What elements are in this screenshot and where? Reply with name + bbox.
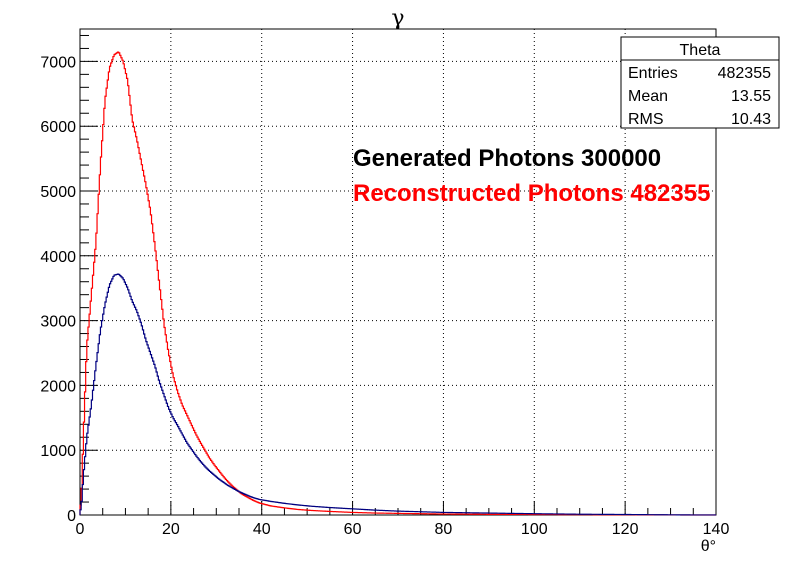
x-tick-label: 140 [703,521,730,538]
x-tick-label: 20 [162,521,180,538]
stats-rms-label: RMS [628,111,664,128]
x-tick-label: 120 [612,521,639,538]
stats-box: Theta Entries 482355 Mean 13.55 RMS 10.4… [620,36,780,129]
y-tick-label: 3000 [40,314,76,331]
x-tick-label: 40 [253,521,271,538]
y-tick-label: 6000 [40,119,76,136]
series-line-1 [79,273,716,516]
y-tick-label: 2000 [40,378,76,395]
axis-ticks: 0 20 40 60 80 100 120 140 0 1000 2000 3000 4000 5000 6… [40,34,730,538]
stats-rms-value: 10.43 [731,111,771,128]
stats-entries-label: Entries [628,65,678,82]
x-tick-label: 0 [76,521,85,538]
annotation-reconstructed-photons: Reconstructed Photons 482355 [353,180,710,207]
stats-mean-label: Mean [628,88,668,105]
x-axis-label: θ° [701,538,716,555]
y-tick-label: 0 [67,508,76,525]
y-tick-label: 7000 [40,54,76,71]
chart-title: γ [391,6,404,31]
y-tick-label: 4000 [40,249,76,266]
stats-box-title: Theta [680,42,721,59]
legend-annotations: Generated Photons 300000 Reconstructed P… [353,145,710,207]
series-layer [79,51,716,516]
y-tick-label: 1000 [40,443,76,460]
stats-box-frame [620,36,780,129]
stats-mean-value: 13.55 [731,88,771,105]
annotation-generated-photons: Generated Photons 300000 [353,145,661,172]
stats-entries-value: 482355 [718,65,771,82]
y-tick-label: 5000 [40,184,76,201]
x-tick-label: 100 [521,521,548,538]
x-tick-label: 80 [435,521,453,538]
x-tick-label: 60 [344,521,362,538]
